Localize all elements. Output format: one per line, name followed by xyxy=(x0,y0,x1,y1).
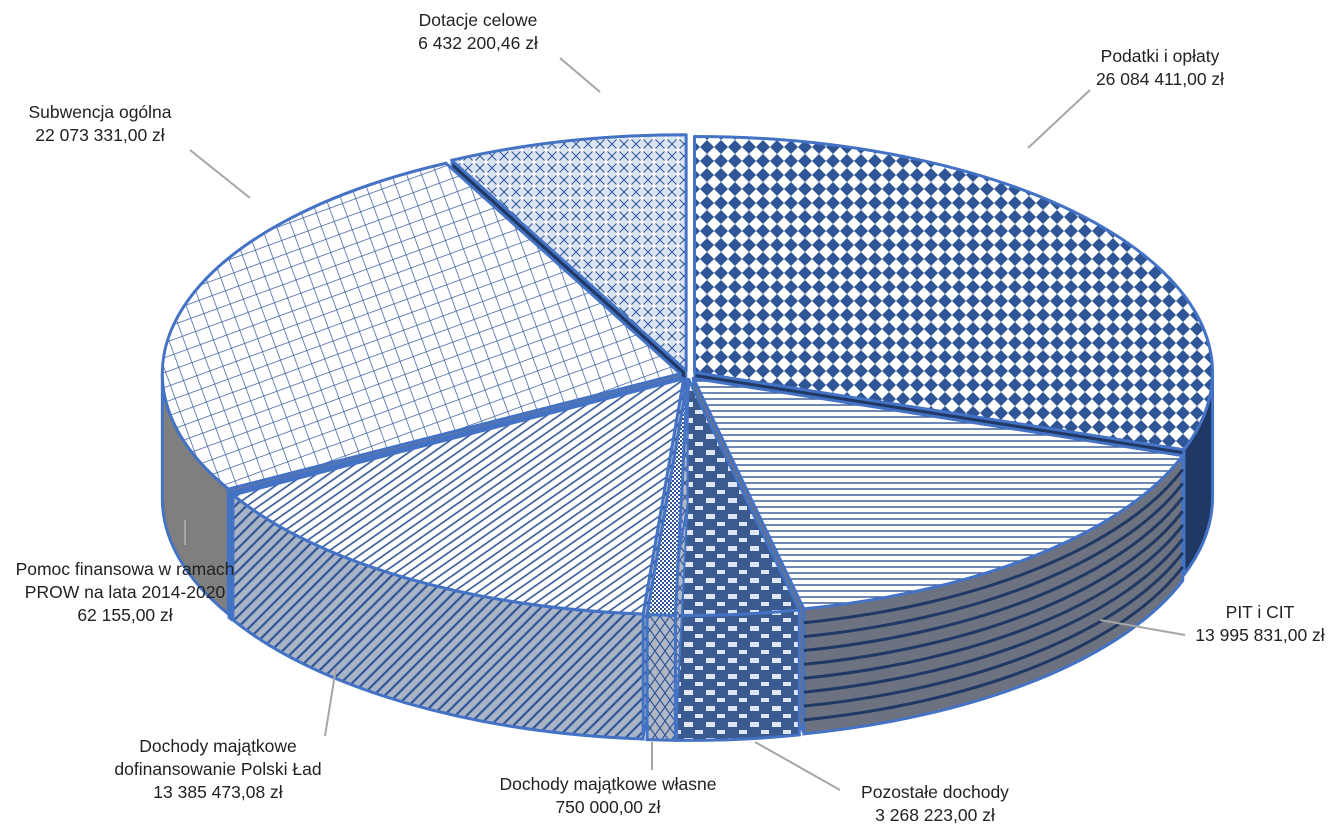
slice-value-label-majatkowe-wlasne: 750 000,00 zł xyxy=(555,797,660,817)
leader-line-pit-cit xyxy=(1099,619,1186,636)
slice-side-pozostale xyxy=(675,608,801,742)
slice-side-prow xyxy=(227,489,232,622)
slice-top-dotacje xyxy=(450,133,688,373)
slice-side-stripe xyxy=(803,496,1184,653)
slices-layer xyxy=(160,133,1215,742)
leader-line-dotacje xyxy=(559,57,601,93)
slice-name-label-polski-lad: Dochody majątkowe xyxy=(139,736,297,756)
slice-value-label-subwencja: 22 073 331,00 zł xyxy=(35,125,165,145)
leader-lines-layer xyxy=(184,57,1186,791)
slice-top-pit-cit xyxy=(691,376,1185,611)
labels-layer: Podatki i opłaty 26 084 411,00 zł PIT i CI… xyxy=(16,10,1325,825)
slice-top-prow xyxy=(227,375,683,495)
slice-name-label-dotacje: Dotacje celowe xyxy=(419,10,538,30)
slice-name-label-prow: PROW na lata 2014-2020 xyxy=(25,582,226,602)
slice-side-stripe xyxy=(803,524,1184,680)
slice-name-label-podatki: Podatki i opłaty xyxy=(1101,46,1220,66)
slice-name-label-pit-cit: PIT i CIT xyxy=(1226,602,1295,622)
slice-side-majatkowe-wlasne xyxy=(645,613,677,742)
slice-name-label-polski-lad: dofinansowanie Polski Ład xyxy=(114,759,321,779)
slice-side-stripe xyxy=(803,538,1184,694)
slice-value-label-pozostale: 3 268 223,00 zł xyxy=(875,805,995,825)
leader-line-polski-lad xyxy=(324,667,337,737)
slice-value-label-dotacje: 6 432 200,46 zł xyxy=(418,33,538,53)
slice-top-subwencja xyxy=(160,161,682,491)
slice-side-stripe xyxy=(803,468,1184,625)
slice-name-label-majatkowe-wlasne: Dochody majątkowe własne xyxy=(500,774,717,794)
slice-name-label-prow: Pomoc finansowa w ramach xyxy=(16,559,235,579)
slice-top-majatkowe-wlasne xyxy=(645,377,690,617)
slice-side-stripe xyxy=(803,565,1184,722)
slice-value-label-polski-lad: 13 385 473,08 zł xyxy=(153,782,283,802)
leader-line-pozostale xyxy=(754,741,841,791)
slice-side-stripe xyxy=(803,510,1184,666)
slice-top-polski-lad xyxy=(231,377,686,616)
slice-value-label-pit-cit: 13 995 831,00 zł xyxy=(1195,625,1325,645)
slice-value-label-podatki: 26 084 411,00 zł xyxy=(1096,69,1224,89)
leader-line-subwencja xyxy=(189,149,251,199)
slice-majatkowe-wlasne xyxy=(645,377,690,742)
slice-top-podatki xyxy=(693,134,1214,452)
slice-name-label-pozostale: Pozostałe dochody xyxy=(861,782,1009,802)
leader-line-podatki xyxy=(1027,89,1091,149)
slice-side-stripe xyxy=(803,482,1184,639)
slice-side-stripe xyxy=(803,551,1184,708)
slice-value-label-prow: 62 155,00 zł xyxy=(77,605,172,625)
slice-name-label-subwencja: Subwencja ogólna xyxy=(28,102,171,122)
slice-pozostale xyxy=(675,377,801,742)
